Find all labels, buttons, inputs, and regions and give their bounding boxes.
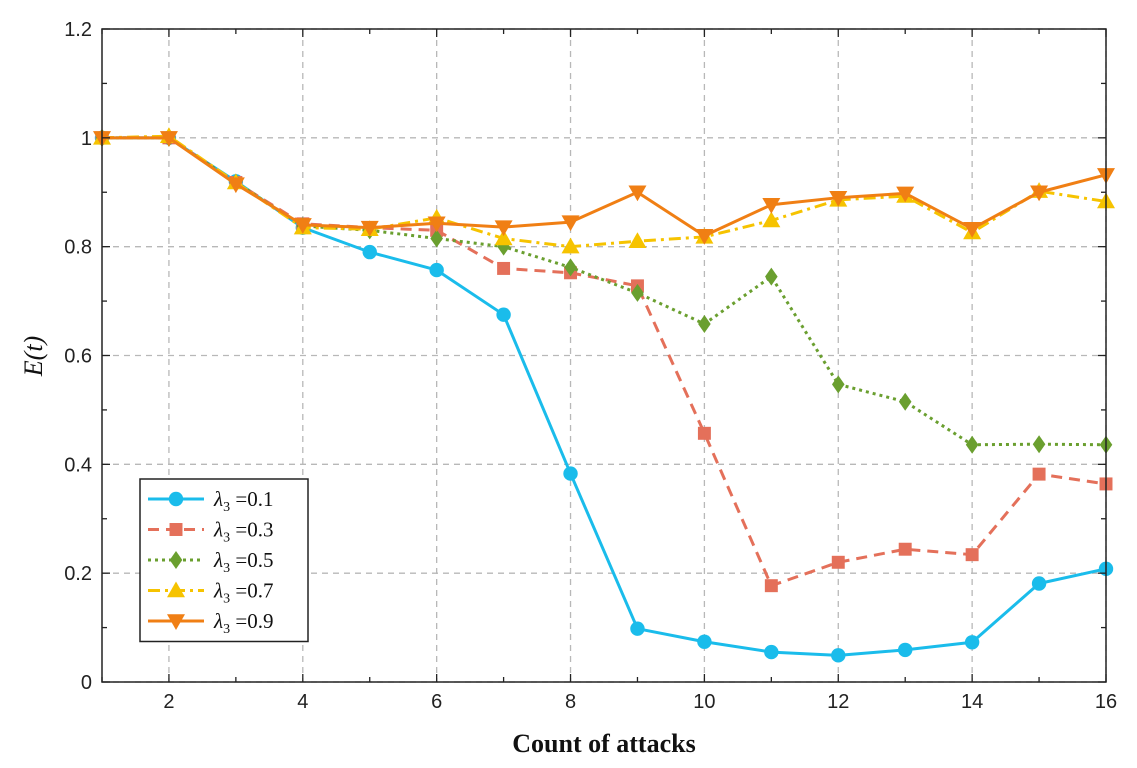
axes: 2 4 6 8 10 12 14 16 0 0.2 0.4 0.6 0.8 1 1.2	[64, 19, 1117, 713]
y-axis-label: E(t)	[19, 336, 48, 377]
data-point	[496, 307, 511, 322]
data-point	[965, 548, 979, 562]
legend-label-3: λ3 =0.7	[213, 579, 273, 607]
data-point	[762, 198, 781, 214]
legend: λ3 =0.1 λ3 =0.3λ3 =0.5 λ3 =0.7λ3 =0.9	[139, 478, 309, 643]
y-tick-label: 0.2	[64, 563, 92, 585]
data-point	[427, 216, 446, 233]
legend-label-0: λ3 =0.1	[213, 487, 273, 515]
data-point	[764, 579, 778, 593]
data-point	[697, 634, 712, 649]
x-tick-label: 4	[297, 691, 308, 713]
data-point	[561, 237, 580, 254]
series-line-2	[102, 136, 1107, 447]
legend-marker-0	[168, 491, 184, 507]
data-point	[831, 375, 845, 394]
data-point	[631, 283, 644, 302]
legend-marker-2	[169, 551, 183, 569]
data-point	[497, 261, 511, 275]
series-line-4	[102, 136, 1107, 238]
data-point	[630, 621, 645, 636]
legend-marker-3	[167, 581, 185, 598]
data-point	[564, 258, 577, 277]
x-tick-label: 2	[163, 691, 174, 713]
data-point	[159, 131, 178, 147]
data-point	[762, 211, 781, 228]
y-tick-label: 1.2	[64, 19, 92, 41]
data-point	[764, 644, 779, 660]
data-point	[563, 466, 578, 481]
x-tick-label: 16	[1095, 691, 1117, 713]
data-point	[1032, 435, 1046, 454]
data-point	[494, 220, 513, 237]
legend-marker-4	[167, 614, 185, 630]
legend-box	[139, 478, 309, 643]
x-tick-label: 14	[961, 691, 983, 713]
y-tick-label: 0.8	[64, 237, 92, 259]
data-point	[898, 642, 913, 658]
data-point	[896, 186, 915, 203]
data-point	[1031, 576, 1047, 591]
y-tick-label: 0.4	[64, 454, 92, 476]
data-point	[831, 555, 845, 569]
series-layer	[93, 127, 1115, 663]
data-point	[765, 267, 778, 286]
data-point	[964, 635, 980, 650]
data-point	[360, 220, 379, 237]
legend-label-2: λ3 =0.5	[213, 548, 273, 576]
x-tick-label: 8	[565, 691, 576, 713]
data-point	[963, 221, 982, 238]
data-point	[898, 392, 912, 411]
y-tick-label: 0.6	[64, 346, 92, 368]
data-point	[561, 215, 580, 232]
series-line-3	[101, 134, 1107, 249]
data-point	[494, 229, 513, 246]
legend-label-1: λ3 =0.3	[213, 518, 273, 546]
data-point	[293, 218, 312, 234]
data-point	[429, 262, 444, 278]
data-point	[362, 244, 377, 260]
y-tick-label: 1	[81, 128, 92, 150]
data-point	[898, 542, 912, 556]
data-point	[831, 648, 846, 663]
x-tick-label: 12	[827, 691, 849, 713]
legend-label-4: λ3 =0.9	[213, 609, 273, 637]
data-point	[1032, 467, 1046, 481]
series-2	[95, 128, 1113, 454]
data-point	[226, 177, 245, 194]
data-point	[1030, 185, 1049, 202]
data-point	[628, 185, 647, 202]
data-point	[430, 229, 443, 248]
legend-marker-1	[169, 523, 183, 536]
data-point	[695, 229, 714, 245]
series-4	[93, 131, 1115, 245]
data-point	[829, 190, 848, 207]
data-point	[697, 426, 711, 440]
x-tick-label: 10	[693, 691, 715, 713]
x-axis-label: Count of attacks	[512, 729, 695, 758]
data-point	[628, 232, 647, 248]
data-point	[698, 314, 711, 333]
y-tick-label: 0	[81, 672, 92, 694]
data-point	[965, 435, 979, 454]
x-tick-label: 6	[431, 691, 442, 713]
